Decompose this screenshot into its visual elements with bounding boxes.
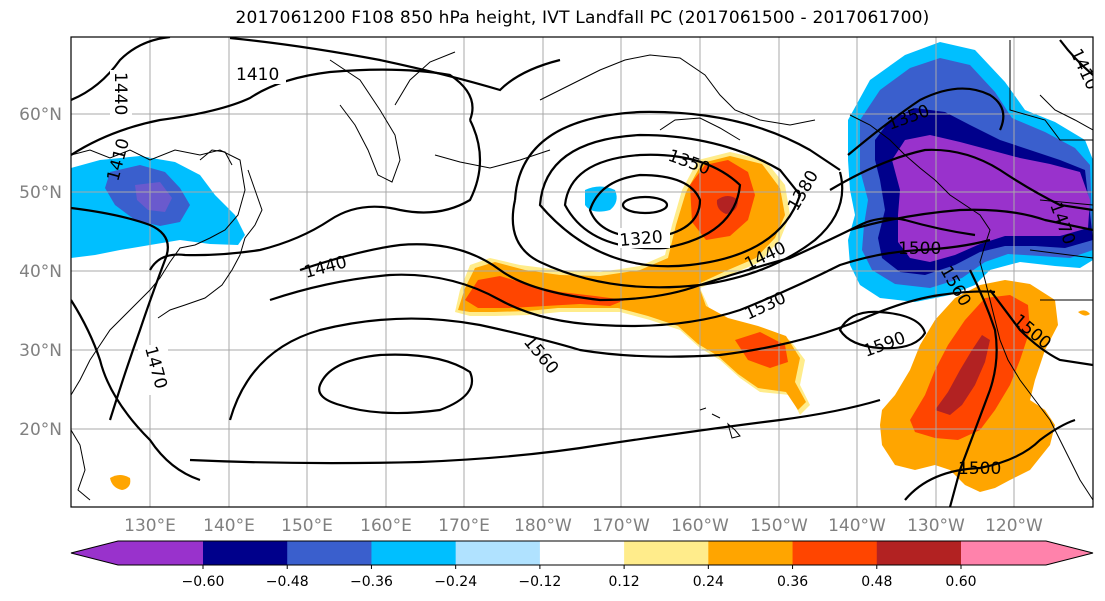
- colorbar-cell: [371, 541, 457, 565]
- lon-label-170w: 170°W: [592, 516, 650, 536]
- colorbar-tick-label: −0.60: [182, 574, 225, 590]
- colorbar-tick-label: 0.36: [777, 574, 808, 590]
- colorbar-tick-label: −0.24: [434, 574, 477, 590]
- colorbar-cell: [792, 541, 878, 565]
- lat-label-30n: 30°N: [19, 341, 62, 361]
- colorbar-tick-label: 0.12: [609, 574, 640, 590]
- shade-japan-negative: [71, 156, 245, 258]
- colorbar: −0.60 −0.48 −0.36 −0.24 −0.12 0.12 0.24 0.36 0.4…: [70, 540, 1094, 590]
- colorbar-cell: [118, 541, 204, 565]
- lon-label-160e: 160°E: [360, 516, 412, 536]
- lon-label-160w: 160°W: [671, 516, 729, 536]
- colorbar-extend-min: [71, 541, 118, 565]
- height-contours: [71, 37, 1093, 507]
- colorbar-tick-label: −0.12: [518, 574, 561, 590]
- lon-label-170e: 170°E: [438, 516, 490, 536]
- contour-label-1440: 1440: [110, 72, 130, 115]
- colorbar-cell: [455, 541, 541, 565]
- colorbar-tick-label: −0.48: [266, 574, 309, 590]
- lon-label-180w: 180°W: [514, 516, 572, 536]
- contour-label-1500: 1500: [958, 459, 1001, 479]
- colorbar-cell: [539, 541, 625, 565]
- colorbar-cell: [624, 541, 709, 565]
- lat-label-40n: 40°N: [19, 262, 62, 282]
- lon-label-150w: 150°W: [750, 516, 808, 536]
- colorbar-cell: [708, 541, 794, 565]
- lon-label-130w: 130°W: [907, 516, 965, 536]
- colorbar-tick-label: 0.24: [693, 574, 724, 590]
- lon-label-140w: 140°W: [828, 516, 886, 536]
- colorbar-cell: [203, 541, 288, 565]
- colorbar-cell: [876, 541, 962, 565]
- contour-label-1320: 1320: [619, 227, 664, 251]
- contour-label-1410: 1410: [236, 65, 279, 85]
- lon-label-120w: 120°W: [985, 516, 1043, 536]
- lat-label-50n: 50°N: [19, 183, 62, 203]
- colorbar-extend-max: [1046, 541, 1093, 565]
- colorbar-cell: [961, 541, 1047, 565]
- lat-label-20n: 20°N: [19, 420, 62, 440]
- coastlines: [71, 40, 1093, 501]
- lon-label-130e: 130°E: [124, 516, 176, 536]
- lon-label-140e: 140°E: [203, 516, 255, 536]
- shade-pacific-positive: [455, 152, 810, 415]
- colorbar-tick-label: 0.48: [861, 574, 892, 590]
- lat-label-60n: 60°N: [19, 105, 62, 125]
- colorbar-tick-label: −0.36: [350, 574, 393, 590]
- lon-label-150e: 150°E: [281, 516, 333, 536]
- contour-label-1500: 1500: [898, 239, 941, 259]
- colorbar-tick-label: 0.60: [945, 574, 976, 590]
- map-frame: [70, 36, 1094, 508]
- colorbar-cell: [287, 541, 372, 565]
- map-title: 2017061200 F108 850 hPa height, IVT Land…: [235, 8, 930, 28]
- gridlines: [71, 37, 1093, 507]
